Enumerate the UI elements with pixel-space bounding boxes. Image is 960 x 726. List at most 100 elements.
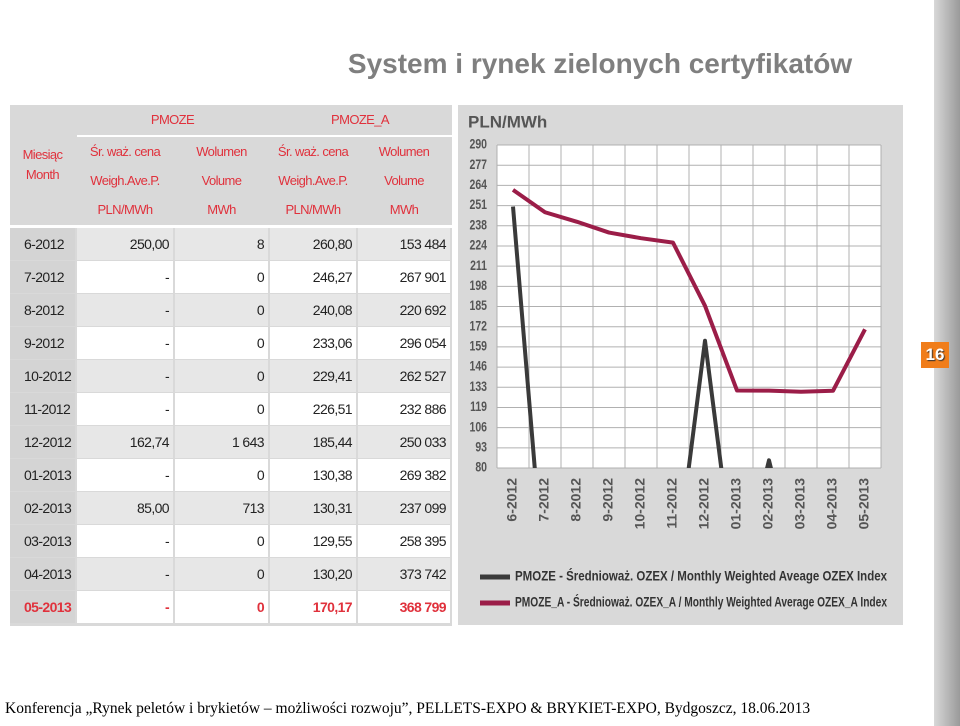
y-tick-label: 290 xyxy=(469,136,487,152)
header-text: Śr. waż. cena xyxy=(277,143,349,159)
table-cell: 0 xyxy=(175,591,268,623)
header-text: MWh xyxy=(207,202,236,218)
table-cell: 0 xyxy=(175,294,268,326)
table-cell: 713 xyxy=(175,492,268,524)
footer: Konferencja „Rynek peletów i brykietów –… xyxy=(5,700,811,717)
row-label: 6-2012 xyxy=(10,228,75,260)
header-text: PLN/MWh xyxy=(97,202,153,218)
group-header: PMOZE_A xyxy=(270,105,450,135)
y-tick-label: 185 xyxy=(469,298,487,314)
legend-label: PMOZE_A - Średnioważ. OZEX_A / Monthly W… xyxy=(515,593,887,610)
table-cell: 0 xyxy=(175,327,268,359)
table-cell: 226,51 xyxy=(270,393,356,425)
header-text: PLN/MWh xyxy=(285,202,341,218)
header-text: MWh xyxy=(389,202,419,218)
slide-number: 16 xyxy=(921,342,949,368)
row-label: 03-2013 xyxy=(10,525,75,557)
table-cell: 1 643 xyxy=(175,426,268,458)
x-tick-label: 6-2012 xyxy=(504,478,520,522)
table-cell: 130,20 xyxy=(270,558,356,590)
column-header: Wolumen Volume MWh xyxy=(358,137,450,225)
y-tick-label: 93 xyxy=(475,439,487,455)
table-cell: 232 886 xyxy=(358,393,450,425)
table-cell: - xyxy=(77,591,173,623)
header-text: Miesiąc xyxy=(22,147,63,162)
x-tick-label: 02-2013 xyxy=(760,478,776,530)
table-cell: 267 901 xyxy=(358,261,450,293)
column-header: Śr. waż. cena Weigh.Ave.P. PLN/MWh xyxy=(77,137,173,225)
x-tick-label: 04-2013 xyxy=(824,478,840,530)
header-text: Weigh.Ave.P. xyxy=(278,172,348,188)
row-label: 02-2013 xyxy=(10,492,75,524)
x-tick-label: 9-2012 xyxy=(600,478,616,522)
table-cell: 153 484 xyxy=(358,228,450,260)
group-header: PMOZE xyxy=(77,105,268,135)
table-cell: - xyxy=(77,393,173,425)
header-separator xyxy=(10,225,452,228)
y-tick-label: 119 xyxy=(470,399,487,415)
table-cell: 162,74 xyxy=(77,426,173,458)
row-label: 9-2012 xyxy=(10,327,75,359)
table-cell: 8 xyxy=(175,228,268,260)
table-cell: 0 xyxy=(175,459,268,491)
y-tick-label: 106 xyxy=(469,419,487,435)
table-cell: 250,00 xyxy=(77,228,173,260)
x-tick-label: 11-2012 xyxy=(664,478,680,529)
x-tick-label: 8-2012 xyxy=(568,478,584,522)
table-cell: 258 395 xyxy=(358,525,450,557)
table-cell: 0 xyxy=(175,393,268,425)
table-cell: 250 033 xyxy=(358,426,450,458)
column-header: Wolumen Volume MWh xyxy=(175,137,268,225)
y-tick-label: 80 xyxy=(475,459,487,475)
y-tick-label: 146 xyxy=(469,358,487,374)
data-table: Miesiąc Month PMOZE PMOZE_A Śr. waż. cena Wei… xyxy=(10,105,452,626)
x-tick-label: 10-2012 xyxy=(632,478,648,530)
slide-title: System i rynek zielonych certyfikatów xyxy=(347,48,853,79)
header-text: Wolumen xyxy=(196,143,247,159)
table-cell: 220 692 xyxy=(358,294,450,326)
table-cell: - xyxy=(77,294,173,326)
y-tick-label: 211 xyxy=(470,257,487,273)
table-cell: 237 099 xyxy=(358,492,450,524)
table-cell: - xyxy=(77,525,173,557)
table-cell: 269 382 xyxy=(358,459,450,491)
table-cell: 130,31 xyxy=(270,492,356,524)
x-tick-label: 12-2012 xyxy=(696,478,712,530)
header-text: Volume xyxy=(201,172,242,188)
y-tick-label: 224 xyxy=(469,237,487,253)
y-axis-label: PLN/MWh xyxy=(468,112,547,131)
table-cell: 296 054 xyxy=(358,327,450,359)
table-cell: 0 xyxy=(175,558,268,590)
row-label: 10-2012 xyxy=(10,360,75,392)
x-tick-label: 7-2012 xyxy=(536,478,552,522)
table-cell: - xyxy=(77,327,173,359)
x-tick-label: 05-2013 xyxy=(856,478,872,530)
table-cell: - xyxy=(77,261,173,293)
x-tick-label: 01-2013 xyxy=(728,478,744,530)
table-cell: 130,38 xyxy=(270,459,356,491)
header-text: Śr. waż. cena xyxy=(89,143,161,159)
x-tick-label: 03-2013 xyxy=(792,478,808,530)
y-tick-label: 277 xyxy=(469,156,487,172)
table-cell: 85,00 xyxy=(77,492,173,524)
row-label: 05-2013 xyxy=(10,591,75,623)
table-cell: 0 xyxy=(175,525,268,557)
series-line xyxy=(511,206,773,468)
legend-label: PMOZE - Średnioważ. OZEX / Monthly Weigh… xyxy=(515,567,887,584)
table-cell: 262 527 xyxy=(358,360,450,392)
series-line xyxy=(511,188,867,394)
table-cell: 129,55 xyxy=(270,525,356,557)
table-cell: 0 xyxy=(175,360,268,392)
y-tick-label: 133 xyxy=(469,378,487,394)
y-tick-label: 238 xyxy=(469,217,487,233)
y-tick-label: 172 xyxy=(469,318,487,334)
table-cell: 233,06 xyxy=(270,327,356,359)
y-tick-label: 264 xyxy=(469,177,487,193)
row-label: 04-2013 xyxy=(10,558,75,590)
table-cell: 373 742 xyxy=(358,558,450,590)
y-tick-label: 198 xyxy=(469,278,487,294)
row-label: 11-2012 xyxy=(10,393,75,425)
month-header: Miesiąc Month xyxy=(10,105,75,225)
table-cell: 260,80 xyxy=(270,228,356,260)
